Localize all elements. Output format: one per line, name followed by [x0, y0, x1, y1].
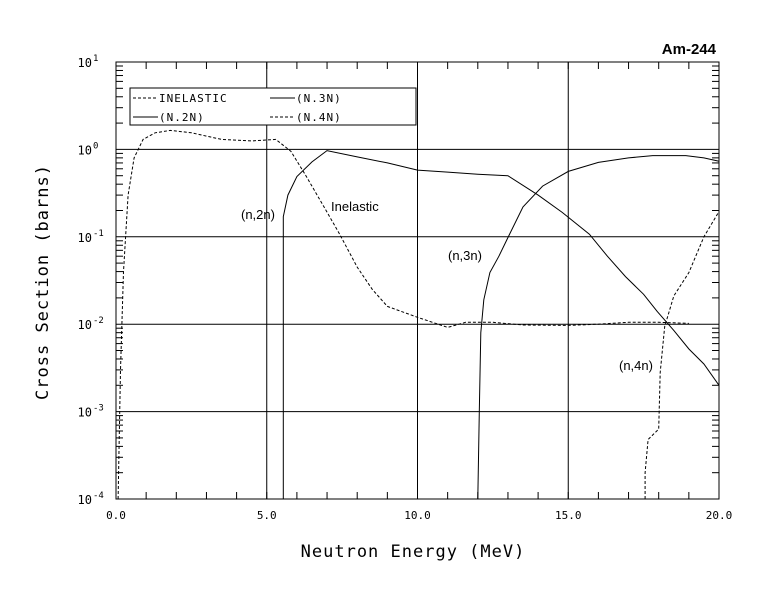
x-axis-label: Neutron Energy (MeV)	[301, 542, 526, 562]
curve-annotation: (n,3n)	[448, 248, 482, 263]
series-curves	[117, 129, 720, 500]
legend-label: (N.3N)	[296, 92, 342, 105]
series-line--n-2n-	[282, 150, 720, 499]
y-tick-label: 10	[78, 406, 92, 420]
curve-annotation: Inelastic	[331, 199, 379, 214]
x-tick-label: 20.0	[706, 509, 733, 522]
y-tick-exponent: -3	[93, 404, 104, 414]
x-tick-label: 10.0	[404, 509, 431, 522]
y-tick-exponent: 0	[93, 141, 98, 151]
x-tick-label: 5.0	[257, 509, 277, 522]
y-tick-label: 10	[78, 231, 92, 245]
curve-annotation: (n,2n)	[241, 207, 275, 222]
y-tick-label: 10	[78, 56, 92, 70]
y-tick-exponent: 1	[93, 54, 98, 64]
curve-annotation: (n,4n)	[619, 358, 653, 373]
y-tick-label: 10	[78, 493, 92, 507]
curve-annotations: Inelastic (n,2n) (n,3n) (n,4n)	[241, 199, 653, 373]
chart-title: Am-244	[662, 41, 717, 58]
legend-box	[129, 87, 417, 126]
x-tick-label: 0.0	[106, 509, 126, 522]
plot-frame	[115, 61, 720, 500]
tick-base: 10	[78, 406, 92, 420]
y-axis-label: Cross Section (barns)	[33, 164, 53, 400]
tick-base: 10	[78, 493, 92, 507]
y-tick-exponent: -4	[93, 491, 104, 501]
tick-base: 10	[78, 318, 92, 332]
series-line--n-4n-	[644, 211, 720, 499]
tick-base: 10	[78, 231, 92, 245]
legend-label: (N.4N)	[296, 111, 342, 124]
legend-label: INELASTIC	[159, 92, 228, 105]
y-tick-exponent: -2	[93, 316, 104, 326]
series-line--n-3n-	[477, 155, 720, 500]
y-tick-label: 10	[78, 143, 92, 157]
legend: INELASTIC (N.2N) (N.3N) (N.4N)	[129, 87, 417, 126]
x-tick-label: 15.0	[555, 509, 582, 522]
y-tick-exponent: -1	[93, 229, 104, 239]
y-tick-label: 10	[78, 318, 92, 332]
tick-base: 10	[78, 56, 92, 70]
x-tick-labels: 0.0 5.0 10.0 15.0 20.0	[106, 509, 732, 522]
series-line-inelastic	[117, 129, 689, 500]
axis-ticks	[116, 62, 719, 499]
tick-base: 10	[78, 143, 92, 157]
grid-lines	[116, 62, 719, 499]
legend-label: (N.2N)	[159, 111, 205, 124]
